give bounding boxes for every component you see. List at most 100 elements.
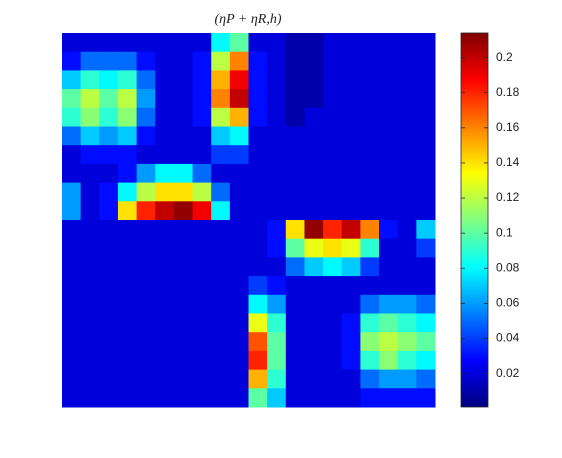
heat-cell	[173, 238, 194, 258]
heat-cell	[323, 369, 343, 389]
heat-cell	[379, 369, 399, 389]
heat-cell	[62, 126, 82, 146]
heat-cell	[360, 51, 380, 71]
heat-cell	[192, 313, 212, 333]
heat-cell	[229, 107, 249, 127]
heat-cell	[62, 70, 82, 90]
heat-cell	[192, 182, 212, 202]
heat-cell	[155, 313, 175, 333]
heat-cell	[192, 332, 212, 352]
heat-cell	[397, 182, 417, 202]
heat-cell	[397, 126, 417, 146]
heat-cell	[379, 332, 399, 352]
heat-cell	[323, 294, 343, 314]
heat-cell	[211, 126, 231, 146]
heat-cell	[99, 313, 119, 333]
heat-cell	[416, 369, 436, 389]
heat-cell	[323, 107, 343, 127]
heat-cell	[136, 163, 156, 184]
heat-cell	[99, 145, 119, 165]
heat-cell	[192, 33, 212, 53]
heat-cell	[379, 182, 399, 202]
heat-cell	[304, 145, 324, 165]
heat-cell	[80, 238, 100, 258]
heat-cell	[323, 201, 343, 221]
heat-cell	[80, 332, 100, 352]
heat-cell	[397, 163, 417, 184]
heat-cell	[397, 276, 417, 296]
heat-cell	[99, 369, 119, 389]
heat-cell	[341, 294, 361, 314]
heat-cell	[416, 182, 436, 202]
heat-cell	[360, 257, 380, 277]
heat-cell	[379, 51, 399, 71]
heat-cell	[397, 51, 417, 71]
heat-cell	[99, 350, 119, 371]
heat-cell	[379, 294, 399, 314]
colorbar-tick-label: 0.06	[496, 296, 520, 310]
heat-cell	[229, 33, 249, 53]
heat-cell	[267, 238, 287, 258]
colorbar-tick-label: 0.14	[496, 155, 520, 169]
heat-cell	[248, 51, 268, 71]
heat-cell	[267, 70, 287, 90]
heat-cell	[416, 51, 436, 71]
heat-cell	[155, 350, 175, 371]
heat-cell	[360, 238, 380, 258]
heat-cell	[80, 51, 100, 71]
heat-cell	[173, 369, 194, 389]
heat-cell	[304, 182, 324, 202]
chart-title: (ηP + ηR,h)	[214, 12, 281, 27]
heat-cell	[379, 70, 399, 90]
heat-cell	[267, 51, 287, 71]
heat-cell	[285, 89, 305, 109]
heat-cell	[323, 238, 343, 258]
heat-cell	[323, 163, 343, 184]
heat-cell	[360, 294, 380, 314]
heat-cell	[99, 163, 119, 184]
heat-cell	[285, 163, 305, 184]
heat-cell	[341, 107, 361, 127]
heat-cell	[80, 388, 100, 408]
heat-cell	[117, 276, 138, 296]
heat-cell	[341, 51, 361, 71]
heat-cell	[379, 220, 399, 240]
heat-cell	[117, 163, 138, 184]
heat-cell	[323, 313, 343, 333]
heat-cell	[155, 369, 175, 389]
heat-cell	[192, 70, 212, 90]
heat-cell	[173, 70, 194, 90]
heat-cell	[248, 350, 268, 371]
heat-cell	[360, 220, 380, 240]
heat-cell	[117, 294, 138, 314]
heat-cell	[248, 163, 268, 184]
heat-cell	[341, 238, 361, 258]
heat-cell	[155, 163, 175, 184]
heat-cell	[267, 126, 287, 146]
heat-cell	[248, 257, 268, 277]
heat-cell	[211, 369, 231, 389]
heat-cell	[397, 388, 417, 408]
heat-cell	[304, 350, 324, 371]
heat-cell	[173, 201, 194, 221]
heat-cell	[136, 89, 156, 109]
heat-cell	[323, 276, 343, 296]
heat-cell	[360, 182, 380, 202]
heat-cell	[360, 313, 380, 333]
heat-cell	[136, 332, 156, 352]
heat-cell	[285, 107, 305, 127]
heat-cell	[360, 126, 380, 146]
heat-cell	[62, 313, 82, 333]
heat-cell	[360, 163, 380, 184]
heat-cell	[304, 107, 324, 127]
heat-cell	[323, 388, 343, 408]
heat-cell	[397, 89, 417, 109]
heat-cell	[285, 182, 305, 202]
heat-cell	[136, 33, 156, 53]
heat-cell	[192, 238, 212, 258]
colorbar	[460, 32, 489, 408]
heat-cell	[304, 257, 324, 277]
heat-cell	[267, 350, 287, 371]
heat-cell	[416, 276, 436, 296]
heat-cell	[379, 126, 399, 146]
